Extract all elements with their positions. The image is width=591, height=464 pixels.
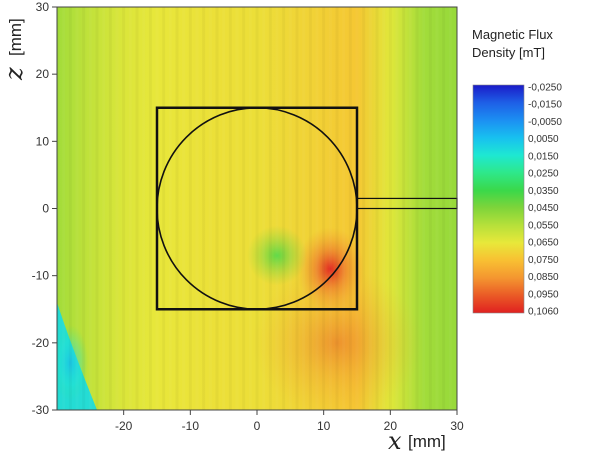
x-axis-unit: [mm]: [408, 432, 446, 451]
x-tick-label: -10: [182, 419, 200, 433]
colorbar-label: 0,1060: [528, 307, 559, 318]
colorbar-label: 0,0450: [528, 203, 559, 214]
x-tick-label: 30: [450, 419, 464, 433]
colorbar-label: 0,0850: [528, 272, 559, 283]
colorbar-label: -0,0250: [528, 83, 562, 94]
colorbar-label: -0,0050: [528, 117, 562, 128]
heatmap-field: [57, 7, 457, 410]
colorbar-label: 0,0750: [528, 255, 559, 266]
colorbar-label: 0,0350: [528, 186, 559, 197]
hotspot: [296, 226, 365, 311]
y-tick-label: 20: [36, 67, 50, 81]
geometry-overlay: [155, 106, 458, 311]
low-region-glow: [57, 324, 89, 401]
colorbar-label: 0,0950: [528, 289, 559, 300]
y-tick-label: 10: [36, 134, 50, 148]
colorbar-label: 0,0050: [528, 134, 559, 145]
x-tick-label: 20: [384, 419, 398, 433]
y-tick-label: 30: [36, 0, 50, 14]
y-axis-variable: z: [0, 67, 28, 81]
x-tick-label: 0: [254, 419, 261, 433]
colorbar-label: 0,0550: [528, 220, 559, 231]
y-axis-ticks: 30 20 10 0 -10 -20 -30: [32, 0, 57, 417]
colorbar-title-line1: Magnetic Flux: [472, 27, 553, 42]
colorbar-scale: [472, 84, 525, 314]
colorbar-title-line2: Density [mT]: [472, 45, 545, 60]
warm-region: [252, 267, 422, 410]
x-tick-label: 10: [317, 419, 331, 433]
y-tick-label: -10: [32, 269, 50, 283]
colorbar-label: 0,0150: [528, 151, 559, 162]
y-tick-label: 0: [42, 202, 49, 216]
colorbar-label: 0,0650: [528, 238, 559, 249]
x-axis-ticks: -20 -10 0 10 20 30: [115, 410, 464, 433]
y-axis-unit: [mm]: [6, 18, 25, 56]
colorbar-title: Magnetic Flux Density [mT]: [472, 26, 587, 62]
colorbar-label: -0,0150: [528, 100, 562, 111]
center-green-zone: [247, 225, 307, 286]
x-tick-label: -20: [115, 419, 133, 433]
y-tick-label: -20: [32, 336, 50, 350]
x-axis-variable: x: [388, 427, 402, 455]
colorbar: -0,0250 -0,0150 -0,0050 0,0050 0,0150 0,0250 0…: [472, 83, 562, 318]
y-tick-label: -30: [32, 403, 50, 417]
colorbar-label: 0,0250: [528, 169, 559, 180]
